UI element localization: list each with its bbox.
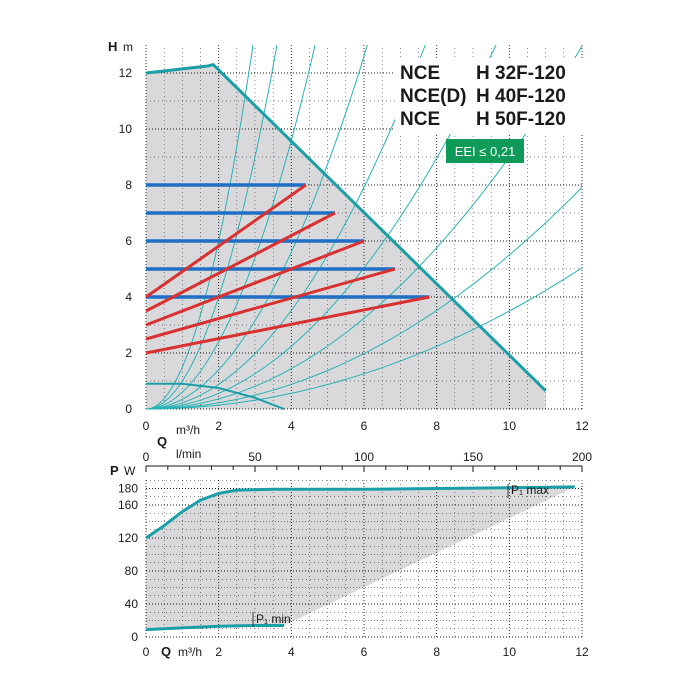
system-curve <box>145 186 583 410</box>
system-curve <box>145 44 316 410</box>
top-x-tick-label: 8 <box>433 419 440 433</box>
top-secondary-x-unit: l/min <box>176 447 201 461</box>
bottom-y-tick-label: 0 <box>131 630 138 644</box>
system-curve <box>145 44 254 410</box>
top-x-symbol: Q <box>157 434 167 449</box>
top-x-tick-label: 4 <box>288 419 295 433</box>
top-y-tick-label: 2 <box>125 346 132 360</box>
top-y-tick-label: 8 <box>125 178 132 192</box>
eei-badge-background <box>446 139 524 163</box>
title-model-2: H 40F-120 <box>476 86 566 107</box>
top-y-tick-label: 0 <box>125 402 132 416</box>
bottom-y-tick-label: 40 <box>125 597 139 611</box>
bottom-x-tick-label: 2 <box>215 645 222 659</box>
bottom-x-tick-label: 6 <box>361 645 368 659</box>
secondary-x-tick-label: 100 <box>354 450 374 464</box>
bottom-x-tick-label: 8 <box>433 645 440 659</box>
bottom-x-unit: m³/h <box>178 645 202 659</box>
top-x-tick-label: 2 <box>215 419 222 433</box>
top-x-unit: m³/h <box>176 423 200 437</box>
top-y-tick-label: 10 <box>119 122 133 136</box>
min-speed-curve <box>146 382 285 410</box>
secondary-x-tick-label: 150 <box>463 450 483 464</box>
p1-max-curve <box>145 485 575 540</box>
model-title-block: NCE H 32F-120 NCE(D) H 40F-120 NCE H 50F… <box>395 58 583 134</box>
bottom-x-tick-label: 4 <box>288 645 295 659</box>
proportional-pressure-line <box>145 211 336 313</box>
bottom-y-symbol: P <box>110 463 119 478</box>
bottom-y-tick-label: 160 <box>118 498 138 512</box>
bottom-y-tick-label: 80 <box>125 564 139 578</box>
top-y-symbol: H <box>108 39 117 54</box>
secondary-x-tick-label: 200 <box>572 450 592 464</box>
title-model-3: H 50F-120 <box>476 109 566 130</box>
bottom-x-tick-label: 12 <box>575 645 589 659</box>
system-curve <box>145 44 426 410</box>
title-model-1: H 32F-120 <box>476 63 566 84</box>
bottom-y-tick-label: 120 <box>118 531 138 545</box>
secondary-x-tick-label: 50 <box>248 450 262 464</box>
p1-min-label: P₁ min <box>256 612 291 626</box>
p1-max-label: P₁ max <box>511 483 549 497</box>
system-curve <box>146 267 583 410</box>
bottom-x-tick-label: 10 <box>503 645 517 659</box>
bottom-x-tick-label: 0 <box>143 645 150 659</box>
secondary-x-tick-label: 0 <box>143 450 150 464</box>
top-x-tick-label: 6 <box>361 419 368 433</box>
bottom-x-symbol: Q <box>161 644 171 659</box>
bottom-y-tick-label: 180 <box>118 482 138 496</box>
top-y-tick-label: 12 <box>119 66 133 80</box>
eei-badge: EEI ≤ 0,21 <box>446 139 524 163</box>
max-speed-curve <box>145 63 547 392</box>
proportional-pressure-line <box>145 267 396 341</box>
top-x-tick-label: 10 <box>503 419 517 433</box>
title-series-3: NCE <box>400 109 440 130</box>
top-x-tick-label: 12 <box>575 419 589 433</box>
power-envelope-area <box>146 486 575 630</box>
top-x-tick-label: 0 <box>143 419 150 433</box>
top-y-tick-label: 6 <box>125 234 132 248</box>
p1-min-curve <box>145 624 285 632</box>
title-background <box>395 58 583 134</box>
system-curve <box>145 44 278 410</box>
top-y-unit: m <box>123 40 133 54</box>
proportional-pressure-line <box>145 183 307 299</box>
system-curve <box>145 44 368 410</box>
title-series-1: NCE <box>400 63 440 84</box>
bottom-y-unit: W <box>124 464 136 478</box>
proportional-pressure-line <box>145 239 365 327</box>
eei-badge-label: EEI ≤ 0,21 <box>455 144 516 159</box>
top-y-tick-label: 4 <box>125 290 132 304</box>
proportional-pressure-line <box>145 295 430 355</box>
head-flow-chart: 0 2 4 6 8 10 12 0 2 4 6 8 10 12 0 50 100 150 200 <box>119 44 592 472</box>
title-series-2: NCE(D) <box>400 86 467 107</box>
